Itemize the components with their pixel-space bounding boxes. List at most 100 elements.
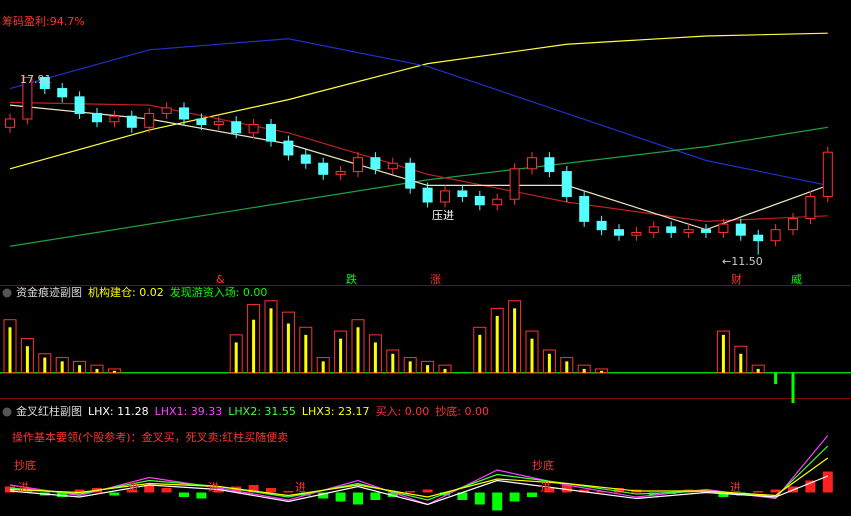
candle-body	[648, 226, 659, 233]
bar	[286, 323, 290, 373]
bar	[109, 492, 120, 496]
bar-box	[542, 349, 556, 374]
annotation: &	[216, 273, 225, 286]
bar	[770, 489, 781, 493]
bar	[756, 368, 760, 373]
candle-body	[126, 115, 137, 128]
bar	[8, 327, 12, 373]
bar	[721, 334, 725, 373]
indicator-value: LHX3: 23.17	[302, 405, 370, 418]
bar	[408, 361, 412, 373]
candle-body	[701, 229, 711, 233]
bar-box	[490, 307, 504, 374]
candle-body	[596, 220, 607, 231]
bar	[648, 492, 659, 496]
bar-box	[3, 319, 17, 374]
bar-box	[577, 364, 591, 374]
bar	[495, 315, 499, 373]
bar	[213, 489, 224, 493]
bar	[339, 338, 343, 373]
candle-body	[474, 195, 485, 206]
indicator-value: 发现游资入场: 0.00	[170, 285, 268, 299]
bar	[822, 471, 833, 493]
indicator-value: 抄底: 0.00	[435, 404, 489, 418]
indicator-line	[9, 101, 828, 222]
candle-body	[753, 234, 764, 242]
annotation: 压进	[432, 209, 454, 222]
bar	[509, 492, 520, 502]
bar	[422, 489, 433, 493]
bar	[547, 353, 551, 373]
bar	[95, 368, 99, 373]
candle-body	[300, 154, 311, 164]
panel-icon[interactable]	[2, 407, 12, 417]
annotation: 进	[208, 481, 219, 494]
candle-body	[822, 151, 833, 197]
candle-body	[370, 157, 381, 170]
bar	[443, 368, 447, 373]
bar	[269, 308, 273, 373]
candle-body	[735, 223, 746, 236]
indicator-value: 机构建仓: 0.02	[88, 285, 164, 299]
bar	[57, 492, 68, 497]
bar-box	[351, 319, 365, 374]
candle-body	[405, 162, 416, 189]
bar	[474, 492, 485, 505]
candle-body	[422, 187, 433, 203]
bar	[565, 361, 569, 373]
annotation: 威	[791, 273, 802, 286]
bar	[426, 365, 430, 373]
candle-body	[631, 231, 642, 236]
candle-body	[109, 115, 120, 123]
bar	[144, 485, 155, 493]
bar	[478, 334, 482, 373]
indicator-line	[9, 475, 829, 506]
candle-body	[440, 190, 450, 203]
candle-body	[161, 107, 172, 114]
candle-body	[509, 168, 520, 200]
annotation: 抄底	[14, 458, 36, 472]
bar	[25, 346, 29, 373]
candle-body	[5, 118, 15, 128]
candle-body	[57, 88, 68, 98]
candle-body	[144, 112, 155, 128]
bar	[391, 353, 395, 373]
indicator-line	[9, 38, 828, 186]
panel-icon[interactable]	[2, 288, 12, 298]
indicator-line	[9, 126, 828, 247]
candle-body	[718, 223, 729, 233]
indicator-value: LHX1: 39.33	[155, 405, 223, 418]
candle-body	[92, 112, 102, 123]
bar	[353, 492, 363, 505]
indicator-value: LHX: 11.28	[88, 405, 149, 418]
candle-body	[266, 124, 276, 142]
bar	[321, 361, 325, 373]
annotation: 17.91	[20, 73, 52, 86]
bar	[370, 492, 381, 500]
bar-box	[734, 345, 748, 374]
annotation: 抄底	[532, 458, 554, 472]
bar	[600, 370, 604, 373]
candle-body	[213, 121, 224, 126]
bar	[579, 489, 590, 493]
candle-body	[318, 162, 329, 175]
candle-body	[457, 190, 468, 197]
bar	[387, 492, 398, 497]
bar	[544, 488, 555, 493]
bar	[248, 485, 259, 493]
bar	[74, 489, 85, 493]
annotation: 进	[730, 481, 741, 494]
candle-body	[492, 198, 503, 206]
bar	[457, 492, 468, 500]
panel-title: 资金痕迹副图	[16, 285, 82, 299]
indicator-line	[9, 32, 828, 170]
bar	[304, 334, 308, 373]
candle-body	[231, 121, 242, 134]
bar	[513, 308, 517, 373]
bar	[318, 492, 329, 499]
bar	[283, 491, 294, 493]
bar	[561, 485, 572, 493]
bar	[196, 492, 207, 499]
candle-body	[614, 229, 624, 236]
bar-box	[368, 334, 382, 374]
